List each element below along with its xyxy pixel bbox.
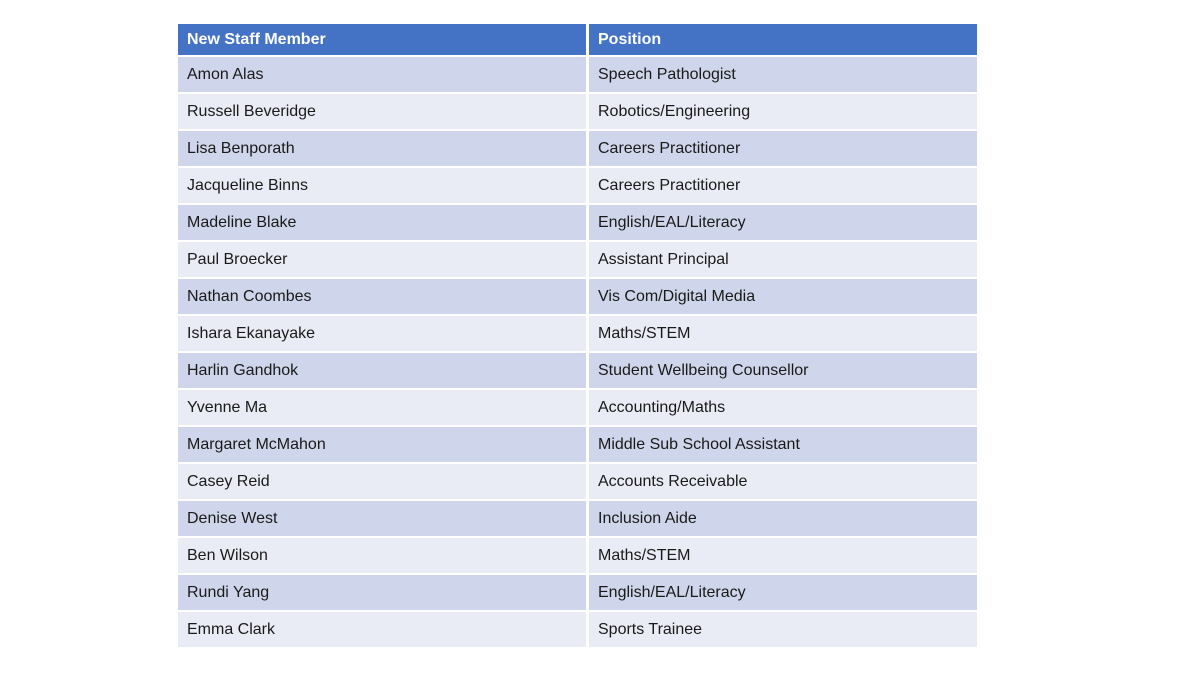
- table-row: Margaret McMahon Middle Sub School Assis…: [178, 427, 977, 464]
- staff-name-cell: Yvenne Ma: [178, 390, 589, 427]
- staff-name-cell: Nathan Coombes: [178, 279, 589, 316]
- staff-name-cell: Jacqueline Binns: [178, 168, 589, 205]
- position-cell: Vis Com/Digital Media: [589, 279, 977, 316]
- table-row: Harlin Gandhok Student Wellbeing Counsel…: [178, 353, 977, 390]
- table-row: Jacqueline Binns Careers Practitioner: [178, 168, 977, 205]
- table-header-row: New Staff Member Position: [178, 24, 977, 57]
- staff-name-cell: Emma Clark: [178, 612, 589, 649]
- table-row: Paul Broecker Assistant Principal: [178, 242, 977, 279]
- position-cell: Careers Practitioner: [589, 131, 977, 168]
- staff-name-cell: Lisa Benporath: [178, 131, 589, 168]
- table-row: Nathan Coombes Vis Com/Digital Media: [178, 279, 977, 316]
- staff-table: New Staff Member Position Amon Alas Spee…: [178, 24, 977, 649]
- column-header-position: Position: [589, 24, 977, 57]
- position-cell: Inclusion Aide: [589, 501, 977, 538]
- staff-name-cell: Harlin Gandhok: [178, 353, 589, 390]
- table-row: Ishara Ekanayake Maths/STEM: [178, 316, 977, 353]
- table-row: Amon Alas Speech Pathologist: [178, 57, 977, 94]
- position-cell: Middle Sub School Assistant: [589, 427, 977, 464]
- staff-name-cell: Ishara Ekanayake: [178, 316, 589, 353]
- staff-name-cell: Russell Beveridge: [178, 94, 589, 131]
- position-cell: Assistant Principal: [589, 242, 977, 279]
- position-cell: Maths/STEM: [589, 538, 977, 575]
- position-cell: Maths/STEM: [589, 316, 977, 353]
- staff-name-cell: Amon Alas: [178, 57, 589, 94]
- table-row: Rundi Yang English/EAL/Literacy: [178, 575, 977, 612]
- staff-name-cell: Madeline Blake: [178, 205, 589, 242]
- staff-name-cell: Denise West: [178, 501, 589, 538]
- table-row: Lisa Benporath Careers Practitioner: [178, 131, 977, 168]
- table-row: Russell Beveridge Robotics/Engineering: [178, 94, 977, 131]
- staff-name-cell: Margaret McMahon: [178, 427, 589, 464]
- staff-name-cell: Ben Wilson: [178, 538, 589, 575]
- position-cell: Accounting/Maths: [589, 390, 977, 427]
- position-cell: English/EAL/Literacy: [589, 205, 977, 242]
- staff-name-cell: Paul Broecker: [178, 242, 589, 279]
- position-cell: Student Wellbeing Counsellor: [589, 353, 977, 390]
- table-row: Madeline Blake English/EAL/Literacy: [178, 205, 977, 242]
- table-row: Denise West Inclusion Aide: [178, 501, 977, 538]
- position-cell: Careers Practitioner: [589, 168, 977, 205]
- table-row: Casey Reid Accounts Receivable: [178, 464, 977, 501]
- position-cell: Accounts Receivable: [589, 464, 977, 501]
- position-cell: English/EAL/Literacy: [589, 575, 977, 612]
- staff-name-cell: Rundi Yang: [178, 575, 589, 612]
- position-cell: Speech Pathologist: [589, 57, 977, 94]
- staff-name-cell: Casey Reid: [178, 464, 589, 501]
- position-cell: Robotics/Engineering: [589, 94, 977, 131]
- table-row: Emma Clark Sports Trainee: [178, 612, 977, 649]
- table-row: Ben Wilson Maths/STEM: [178, 538, 977, 575]
- table-row: Yvenne Ma Accounting/Maths: [178, 390, 977, 427]
- column-header-new-staff-member: New Staff Member: [178, 24, 589, 57]
- position-cell: Sports Trainee: [589, 612, 977, 649]
